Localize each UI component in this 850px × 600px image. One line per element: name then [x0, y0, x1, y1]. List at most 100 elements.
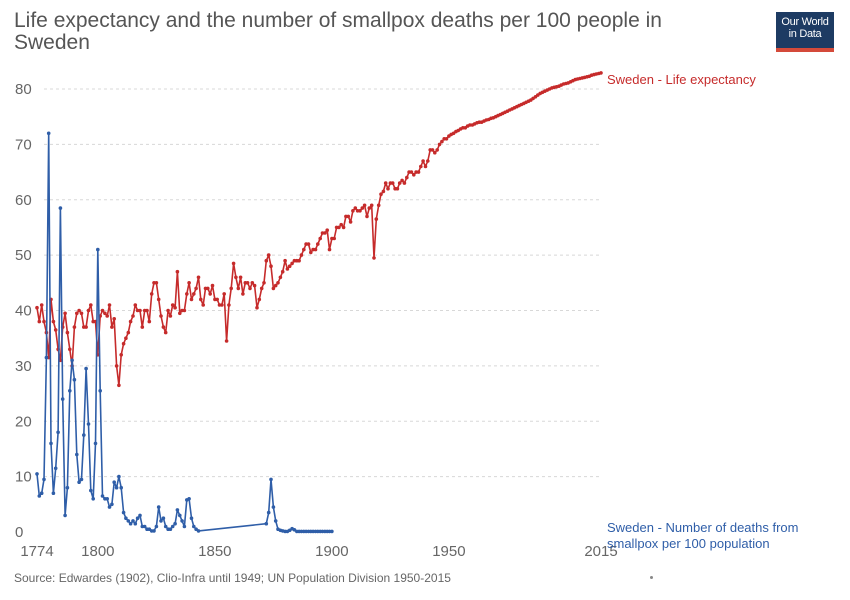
- life-expectancy-point: [159, 314, 163, 318]
- x-tick-label: 1800: [81, 543, 114, 560]
- grid-lines: [44, 88, 601, 478]
- life-expectancy-point: [79, 311, 84, 316]
- life-expectancy-point: [245, 281, 250, 285]
- life-expectancy-point: [185, 292, 189, 296]
- smallpox-point: [192, 524, 196, 529]
- smallpox-point: [114, 485, 119, 490]
- smallpox-line: [36, 132, 332, 533]
- smallpox-point: [264, 521, 269, 526]
- life-expectancy-point: [89, 303, 93, 307]
- y-tick-label: 10: [15, 469, 32, 486]
- smallpox-series[interactable]: [35, 131, 334, 534]
- y-tick-label: 20: [15, 413, 32, 430]
- smallpox-point: [49, 441, 53, 446]
- smallpox-point: [46, 131, 51, 136]
- smallpox-point: [37, 494, 42, 498]
- smallpox-point: [51, 491, 56, 496]
- life-expectancy-point: [266, 253, 271, 257]
- life-expectancy-point: [250, 281, 255, 285]
- smallpox-point: [269, 477, 273, 482]
- life-expectancy-point: [269, 264, 273, 269]
- life-expectancy-point: [238, 275, 243, 280]
- life-expectancy-point: [124, 336, 128, 341]
- life-expectancy-point: [173, 305, 177, 310]
- smallpox-point: [107, 505, 112, 509]
- x-tick-label: 1850: [198, 543, 231, 560]
- life-expectancy-point: [178, 311, 182, 316]
- smallpox-point: [53, 466, 58, 471]
- smallpox-point: [196, 529, 201, 533]
- life-expectancy-point: [42, 319, 46, 324]
- life-expectancy-point: [163, 330, 168, 335]
- life-expectancy-point: [402, 181, 407, 185]
- life-expectancy-point: [339, 222, 344, 227]
- smallpox-point: [35, 472, 39, 476]
- smallpox-point: [173, 521, 177, 526]
- life-expectancy-point: [154, 281, 159, 285]
- life-expectancy-point: [227, 303, 231, 307]
- smallpox-point: [60, 397, 65, 401]
- life-expectancy-point: [112, 317, 116, 321]
- life-expectancy-point: [302, 247, 306, 252]
- life-expectancy-point: [285, 267, 290, 271]
- life-expectancy-point: [262, 281, 266, 285]
- life-expectancy-point: [161, 325, 166, 329]
- x-tick-label: 1774: [20, 543, 53, 560]
- life-expectancy-point: [117, 383, 121, 388]
- life-expectancy-point: [383, 181, 388, 185]
- life-expectancy-point: [210, 283, 215, 288]
- smallpox-point: [58, 206, 63, 210]
- life-expectancy-point: [63, 311, 67, 316]
- life-expectancy-point: [397, 181, 402, 185]
- smallpox-point: [77, 480, 81, 485]
- smallpox-point: [79, 477, 84, 482]
- life-expectancy-point: [372, 256, 376, 260]
- smallpox-point: [93, 441, 98, 446]
- life-expectancy-point: [156, 297, 161, 302]
- life-expectancy-point: [358, 209, 362, 213]
- life-expectancy-point: [107, 303, 112, 307]
- life-expectancy-point: [131, 314, 135, 318]
- life-expectancy-point: [75, 311, 79, 316]
- life-expectancy-point: [435, 148, 440, 152]
- life-expectancy-point: [100, 308, 105, 313]
- life-expectancy-point: [220, 303, 224, 307]
- smallpox-point: [152, 529, 156, 533]
- life-expectancy-point: [395, 186, 400, 191]
- x-axis-ticks: 1774 1800 1850 1900 1950 2015: [20, 543, 617, 560]
- life-expectancy-point: [400, 178, 404, 183]
- smallpox-point: [131, 519, 135, 523]
- smallpox-point: [266, 510, 271, 515]
- owid-logo[interactable]: Our World in Data: [776, 12, 834, 52]
- smallpox-point: [119, 485, 123, 490]
- smallpox-point: [159, 519, 163, 523]
- life-expectancy-point: [271, 286, 276, 291]
- smallpox-point: [84, 366, 88, 371]
- life-expectancy-point: [201, 303, 205, 307]
- smallpox-point: [56, 430, 60, 435]
- life-expectancy-series[interactable]: [35, 71, 603, 388]
- life-expectancy-point: [51, 319, 56, 324]
- life-expectancy-point: [440, 139, 444, 144]
- smallpox-label-line-2: smallpox per 100 population: [607, 536, 770, 551]
- life-expectancy-point: [105, 314, 109, 318]
- y-axis-ticks: 0 10 20 30 40 50 60 70 80: [15, 81, 32, 541]
- smallpox-point: [100, 494, 105, 498]
- life-expectancy-point: [194, 286, 198, 291]
- life-expectancy-point: [416, 170, 421, 174]
- smallpox-point: [182, 524, 187, 529]
- life-expectancy-point: [290, 261, 294, 266]
- life-expectancy-point: [419, 164, 423, 169]
- smallpox-point: [72, 377, 77, 382]
- life-expectancy-point: [182, 308, 187, 313]
- smallpox-point: [68, 389, 72, 393]
- life-expectancy-point: [110, 325, 114, 329]
- x-tick-label: 1900: [315, 543, 348, 560]
- life-expectancy-point: [316, 242, 320, 246]
- life-expectancy-point: [405, 175, 409, 180]
- life-expectancy-point: [166, 308, 170, 313]
- smallpox-point: [189, 516, 194, 520]
- life-expectancy-point: [199, 297, 203, 302]
- smallpox-point: [170, 524, 175, 529]
- life-expectancy-point: [346, 214, 351, 219]
